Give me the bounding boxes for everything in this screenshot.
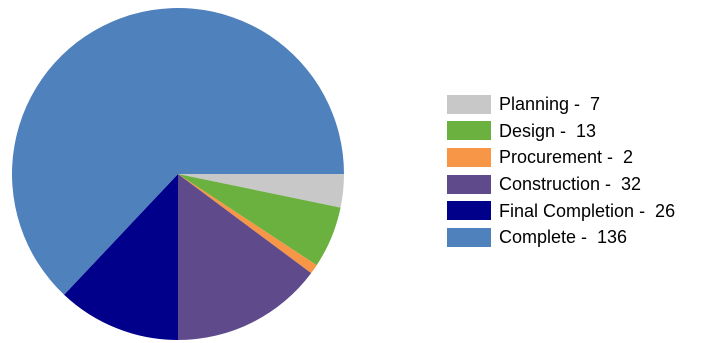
legend-swatch (447, 174, 491, 194)
legend-swatch (447, 121, 491, 141)
legend-swatch (447, 147, 491, 167)
legend-item-design: Design - 13 (447, 118, 675, 145)
pie-slice-complete (11, 7, 344, 295)
pie-slice-planning (178, 174, 344, 208)
legend-item-final-completion: Final Completion - 26 (447, 197, 675, 224)
legend-label: Final Completion - 26 (499, 200, 676, 221)
legend-label: Construction - 32 (499, 174, 642, 195)
legend-label: Design - 13 (499, 120, 597, 141)
legend-item-complete: Complete - 136 (447, 224, 675, 251)
legend-item-planning: Planning - 7 (447, 91, 675, 118)
legend-item-procurement: Procurement - 2 (447, 144, 675, 171)
legend-label: Complete - 136 (499, 227, 628, 248)
pie-slice-final-completion (64, 174, 178, 340)
legend-label: Planning - 7 (499, 94, 601, 115)
pie-slice-construction (178, 174, 312, 340)
legend-swatch (447, 201, 491, 221)
pie-slice-design (178, 174, 341, 266)
legend-label: Procurement - 2 (499, 147, 634, 168)
pie-slice-procurement (178, 174, 317, 274)
legend: Planning - 7 Design - 13 Procurement - 2 Co… (447, 91, 675, 251)
legend-swatch (447, 94, 491, 114)
legend-item-construction: Construction - 32 (447, 171, 675, 198)
legend-swatch (447, 227, 491, 247)
